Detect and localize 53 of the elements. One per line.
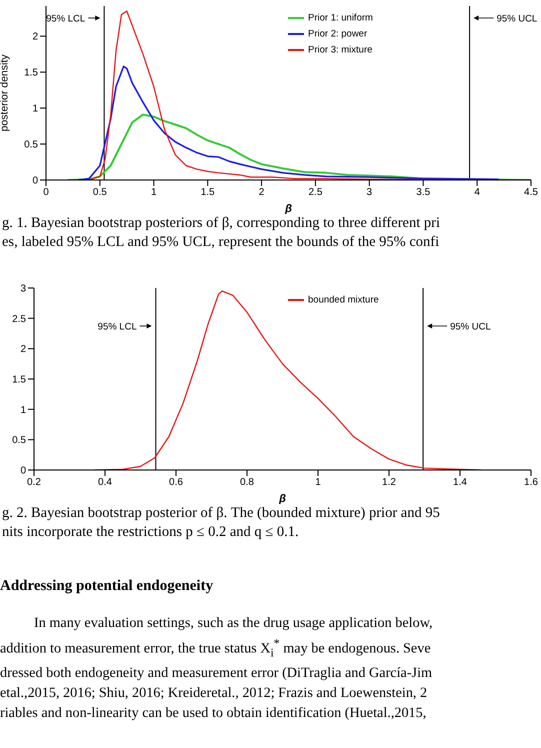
legend-label: bounded mixture [308,294,379,306]
ref-line-label: 95% UCL [450,322,491,332]
ref-line-label: 95% LCL [98,322,137,332]
y-tick-label: 0 [20,466,26,477]
text: riables and non-linearity can be used to obtain identification (Huetal.,2015, [0,704,428,723]
x-tick-label: 1.5 [200,187,216,198]
x-tick-label: 3.5 [416,187,431,198]
x-tick-label: 1.6 [524,477,538,488]
x-tick-label: 4 [474,187,480,198]
x-axis-title: β [284,203,292,215]
text: g. 1. Bayesian bootstrap posteriors of β, corresponding to three different pri [2,214,441,233]
text: In many evaluation settings, such as the drug usage application below, [33,614,434,633]
text: addition to measurement error, the true status X$_{i}$$^{*}$ may be endogenous. Seve [0,635,432,662]
x-tick-label: 0.5 [92,187,108,198]
text: nits incorporate the restrictions p ≤ 0.2 and q ≤ 0.1. [2,523,300,542]
line-series [78,66,500,180]
x-tick-label: 0.2 [27,477,42,488]
text: g. 2. Bayesian bootstrap posterior of β. The (bounded mixture) prior and 95 [2,504,441,523]
y-tick-label: 0.5 [24,140,38,151]
y-tick-label: 1.5 [24,68,38,79]
x-tick-label: 3 [366,187,373,198]
y-tick-label: 3 [20,284,26,295]
ref-line-label: 95% UCL [496,14,538,24]
x-tick-label: 2 [258,187,265,198]
legend-label: Prior 2: power [308,28,368,40]
text: dressed both endogeneity and measurement error (DiTraglia and García-Jim [0,664,434,683]
y-tick-label: 0.5 [12,435,26,446]
line-series [66,114,531,180]
y-tick-label: 1.5 [12,374,26,386]
legend-label: Prior 3: mixture [308,44,372,56]
y-tick-label: 2.5 [12,314,26,325]
x-tick-label: 0.8 [240,477,254,488]
x-tick-label: 1.4 [453,477,468,488]
x-tick-label: 1 [315,477,322,488]
x-tick-label: 0.6 [169,477,184,488]
y-tick-label: 1 [20,404,26,416]
y-tick-label: 0 [32,176,38,187]
text: es, labeled 95% LCL and 95% UCL, represent the bounds of the 95% confi [2,233,440,252]
ref-line-label: 95% LCL [46,14,86,24]
text: etal.,2015, 2016; Shiu, 2016; Kreideretal., 2012; Frazis and Loewenstein, 2 [0,684,428,703]
x-tick-label: 0 [43,187,50,198]
x-tick-label: 0.4 [98,477,112,488]
y-tick-label: 2 [32,32,38,43]
x-tick-label: 1.2 [382,477,396,488]
x-tick-label: 2.5 [308,187,323,198]
y-tick-label: 2 [20,344,26,356]
x-tick-label: 1 [150,187,157,198]
text: Addressing potential endogeneity [0,578,214,595]
legend-label: Prior 1: uniform [308,12,373,24]
x-tick-label: 4.5 [524,187,538,198]
x-axis-title: β [278,493,286,505]
y-tick-label: 1 [32,104,38,115]
y-axis-title: posterior density [0,54,11,132]
